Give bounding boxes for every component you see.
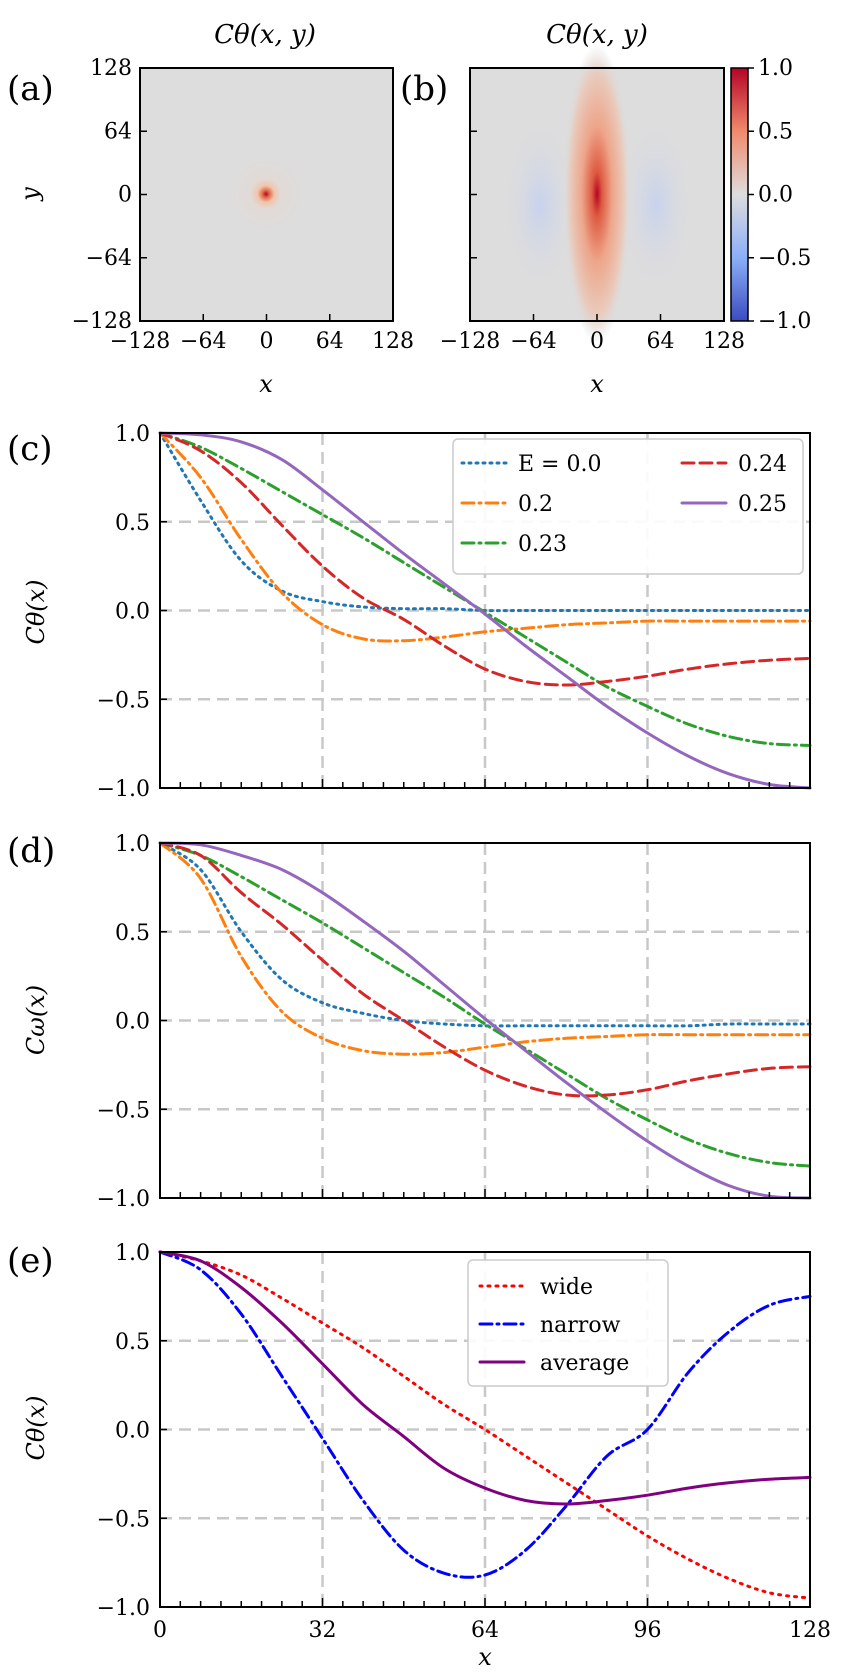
series-line bbox=[158, 841, 812, 1168]
panel-b-label: (b) bbox=[400, 69, 448, 109]
legend-label: 0.23 bbox=[518, 532, 567, 557]
y-tick-label: 0.5 bbox=[115, 1330, 150, 1355]
panel-d: (d) Cω(x) 1.0 0.5 0.0 −0.5 −1.0 bbox=[7, 831, 812, 1212]
heatmap-b-left-lobe bbox=[502, 115, 578, 295]
heatmap-b-right-lobe bbox=[618, 115, 694, 295]
y-tick-label: −128 bbox=[72, 309, 132, 334]
colorbar-tick-label: −0.5 bbox=[758, 246, 811, 271]
y-tick-label: −0.5 bbox=[97, 688, 150, 713]
x-tick-label: −128 bbox=[440, 329, 500, 354]
y-tick-label: −64 bbox=[86, 246, 132, 271]
colorbar-tick-label: 1.0 bbox=[758, 56, 793, 81]
panel-c: (c) Cθ(x) 1.0 0.5 0.0 −0.5 −1.0 E = 0.0 0.2 0.2… bbox=[7, 422, 812, 802]
panel-e-ylabel: Cθ(x) bbox=[22, 1395, 50, 1460]
series-line bbox=[158, 1250, 812, 1506]
legend-e: wide narrow average bbox=[467, 1259, 669, 1387]
y-tick-label: 0 bbox=[118, 183, 132, 208]
panel-b-xlabel: x bbox=[590, 370, 604, 398]
series-line bbox=[158, 1250, 812, 1579]
legend-label: 0.24 bbox=[738, 452, 787, 477]
heatmap-a-peak bbox=[228, 156, 304, 232]
panel-a-ylabel: y bbox=[16, 187, 44, 202]
y-tick-label: 64 bbox=[104, 119, 132, 144]
colorbar-tick-label: −1.0 bbox=[758, 309, 811, 334]
heatmap-b-ticks: −128 −64 0 64 128 bbox=[440, 67, 745, 354]
legend-label: E = 0.0 bbox=[518, 452, 601, 477]
y-tick-label: 1.0 bbox=[115, 1241, 150, 1266]
x-tick-label: 96 bbox=[634, 1618, 662, 1643]
y-tick-label: −0.5 bbox=[97, 1507, 150, 1532]
y-tick-label: −1.0 bbox=[97, 777, 150, 802]
panel-e-label: (e) bbox=[7, 1241, 54, 1281]
panel-e-xlabel: x bbox=[478, 1643, 492, 1671]
x-tick-label: −128 bbox=[110, 329, 170, 354]
series-line bbox=[158, 431, 812, 643]
legend-label: narrow bbox=[540, 1313, 621, 1338]
x-tick-label: 64 bbox=[316, 329, 344, 354]
series-line bbox=[158, 841, 812, 1028]
panel-a: (a) Cθ(x, y) −128 −64 0 64 128−128−64064128 … bbox=[7, 20, 414, 398]
x-tick-label: 128 bbox=[703, 329, 745, 354]
y-tick-label: −0.5 bbox=[97, 1098, 150, 1123]
panel-e: (e) Cθ(x) x 1.0 0.5 0.0 −0.5 −1.00 32 64 96 128 w… bbox=[7, 1241, 831, 1671]
x-tick-label: 0 bbox=[260, 329, 274, 354]
y-tick-label: 1.0 bbox=[115, 832, 150, 857]
y-tick-label: −1.0 bbox=[97, 1596, 150, 1621]
legend-box bbox=[452, 438, 804, 575]
x-tick-label: 0 bbox=[153, 1618, 167, 1643]
y-tick-label: 0.5 bbox=[115, 511, 150, 536]
x-tick-label: 128 bbox=[372, 329, 414, 354]
panel-c-label: (c) bbox=[7, 429, 53, 469]
series-line bbox=[158, 841, 812, 1056]
colorbar-ticks: 1.0 0.5 0.0 −0.5 −1.0 bbox=[748, 56, 811, 334]
panel-a-label: (a) bbox=[7, 69, 54, 109]
x-tick-label: −64 bbox=[510, 329, 556, 354]
legend-c: E = 0.0 0.2 0.23 0.24 0.25 bbox=[452, 438, 804, 575]
heatmap-b-peak bbox=[563, 44, 631, 344]
series-line bbox=[158, 841, 812, 1200]
series-line bbox=[158, 841, 812, 1098]
legend-label: 0.25 bbox=[738, 492, 787, 517]
panel-d-ylabel: Cω(x) bbox=[22, 985, 50, 1055]
y-tick-label: 1.0 bbox=[115, 422, 150, 447]
x-tick-label: 64 bbox=[647, 329, 675, 354]
legend-label: 0.2 bbox=[518, 492, 553, 517]
colorbar-tick-label: 0.5 bbox=[758, 119, 793, 144]
y-tick-label: 0.0 bbox=[115, 1419, 150, 1444]
panel-d-label: (d) bbox=[7, 831, 55, 871]
x-tick-label: 64 bbox=[471, 1618, 499, 1643]
x-tick-label: 0 bbox=[590, 329, 604, 354]
x-tick-label: 32 bbox=[309, 1618, 337, 1643]
heatmap-a-ticks: −128 −64 0 64 128 −128 −64 0 64 128 bbox=[72, 56, 414, 354]
y-tick-label: −1.0 bbox=[97, 1187, 150, 1212]
series-line bbox=[158, 431, 812, 613]
panel-a-title: Cθ(x, y) bbox=[214, 20, 316, 50]
colorbar-tick-label: 0.0 bbox=[758, 183, 793, 208]
panel-c-ylabel: Cθ(x) bbox=[22, 579, 50, 644]
colorbar bbox=[730, 67, 749, 322]
legend-box bbox=[467, 1259, 669, 1387]
panel-a-xlabel: x bbox=[259, 370, 273, 398]
y-tick-label: 0.0 bbox=[115, 600, 150, 625]
y-tick-label: 128 bbox=[90, 56, 132, 81]
series-line bbox=[158, 431, 812, 790]
legend-label: average bbox=[540, 1351, 629, 1376]
y-tick-label: 0.0 bbox=[115, 1010, 150, 1035]
y-tick-label: 0.5 bbox=[115, 921, 150, 946]
series-line bbox=[158, 431, 812, 687]
x-tick-label: 128 bbox=[789, 1618, 831, 1643]
panel-b: (b) Cθ(x, y) −128 −64 0 64 128 x 1.00.50.0−0… bbox=[400, 20, 811, 398]
x-tick-label: −64 bbox=[180, 329, 226, 354]
legend-label: wide bbox=[540, 1275, 593, 1300]
